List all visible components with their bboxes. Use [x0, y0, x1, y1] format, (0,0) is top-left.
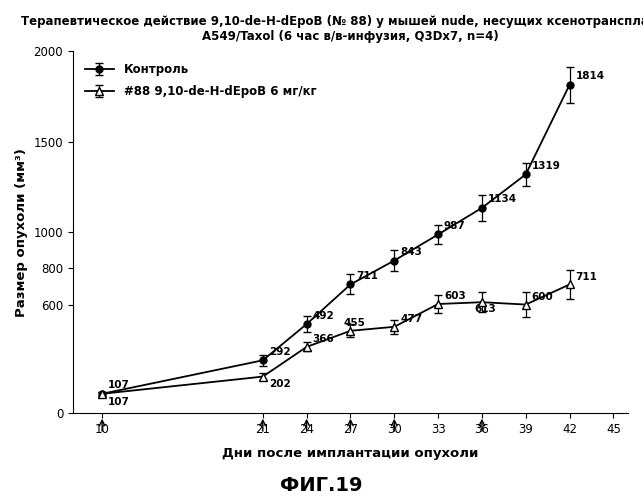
Y-axis label: Размер опухоли (мм³): Размер опухоли (мм³): [15, 148, 28, 316]
Title: Терапевтическое действие 9,10-de-H-dEpoB (№ 88) у мышей nude, несущих ксенотранс: Терапевтическое действие 9,10-de-H-dEpoB…: [21, 15, 643, 43]
Text: 600: 600: [532, 292, 554, 302]
Text: 455: 455: [343, 318, 365, 328]
Text: 107: 107: [108, 380, 130, 390]
Text: 366: 366: [312, 334, 334, 344]
Text: 1319: 1319: [532, 161, 561, 171]
Text: 202: 202: [269, 378, 291, 388]
Text: 603: 603: [444, 292, 466, 302]
Text: 477: 477: [400, 314, 422, 324]
Text: 107: 107: [108, 396, 130, 406]
Text: 711: 711: [575, 272, 597, 282]
Text: ФИГ.19: ФИГ.19: [280, 476, 363, 495]
Text: 843: 843: [400, 247, 422, 257]
Text: 987: 987: [444, 221, 466, 231]
Text: 1134: 1134: [488, 194, 517, 204]
Text: 613: 613: [475, 304, 496, 314]
Legend: Контроль, #88 9,10-de-H-dEpoB 6 мг/кг: Контроль, #88 9,10-de-H-dEpoB 6 мг/кг: [79, 57, 322, 104]
Text: 292: 292: [269, 347, 290, 357]
Text: 1814: 1814: [575, 72, 604, 82]
X-axis label: Дни после имплантации опухоли: Дни после имплантации опухоли: [222, 447, 478, 460]
Text: 492: 492: [312, 310, 334, 320]
Text: 711: 711: [356, 271, 378, 281]
